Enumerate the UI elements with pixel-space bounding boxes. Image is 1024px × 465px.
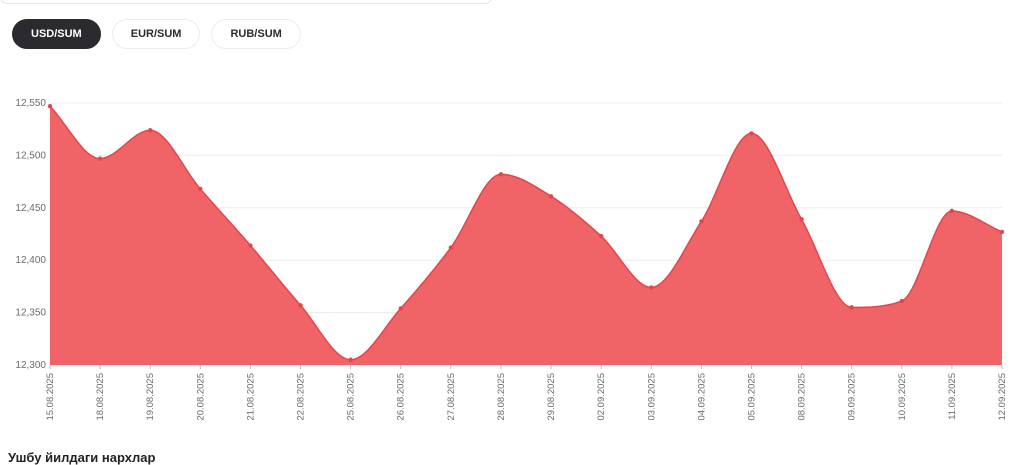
- x-tick-label: 10.09.2025: [897, 373, 908, 421]
- x-tick-label: 11.09.2025: [947, 373, 958, 420]
- x-axis-ticks: 15.08.2025 18.08.2025 19.08.2025 20.08.2025…: [45, 365, 1008, 421]
- x-tick-label: 12.09.2025: [997, 373, 1008, 421]
- data-point[interactable]: [47, 103, 53, 109]
- tab-eur-sum[interactable]: EUR/SUM: [111, 19, 201, 49]
- data-point[interactable]: [849, 305, 854, 310]
- x-tick-label: 22.08.2025: [296, 373, 307, 421]
- x-tick-label: 25.08.2025: [346, 373, 357, 421]
- x-tick-label: 21.08.2025: [245, 373, 256, 421]
- area-fill: [50, 106, 1002, 366]
- data-point[interactable]: [548, 194, 554, 199]
- x-tick-label: 19.08.2025: [145, 373, 156, 421]
- exchange-rate-chart: 12,300 12,350 12,400 12,450 12,500 12,550 15.…: [15, 98, 1008, 421]
- data-point[interactable]: [448, 245, 454, 250]
- data-point[interactable]: [999, 229, 1005, 235]
- data-point[interactable]: [749, 131, 754, 136]
- data-point[interactable]: [699, 219, 704, 224]
- data-point[interactable]: [799, 217, 804, 222]
- data-point[interactable]: [97, 156, 103, 161]
- x-tick-label: 03.09.2025: [646, 373, 657, 421]
- x-tick-label: 27.08.2025: [446, 373, 457, 421]
- data-point[interactable]: [248, 243, 253, 248]
- x-tick-label: 26.08.2025: [396, 373, 407, 421]
- data-points: [47, 103, 1005, 362]
- x-tick-label: 18.08.2025: [95, 373, 106, 421]
- data-point[interactable]: [649, 285, 654, 290]
- data-point[interactable]: [949, 208, 955, 214]
- y-axis-ticks: 12,300 12,350 12,400 12,450 12,500 12,550: [15, 98, 46, 371]
- x-tick-label: 29.08.2025: [546, 373, 557, 421]
- y-tick-label: 12,300: [15, 360, 46, 371]
- data-point[interactable]: [899, 298, 904, 304]
- data-point[interactable]: [498, 172, 504, 177]
- series-line: [49, 105, 1003, 361]
- data-point[interactable]: [198, 186, 203, 192]
- data-point[interactable]: [148, 128, 153, 133]
- x-tick-label: 05.09.2025: [746, 373, 757, 421]
- data-point[interactable]: [598, 233, 604, 239]
- data-point[interactable]: [298, 303, 303, 308]
- currency-tabs: USD/SUM EUR/SUM RUB/SUM: [12, 19, 301, 49]
- x-tick-label: 15.08.2025: [45, 373, 56, 421]
- y-tick-label: 12,550: [15, 98, 46, 109]
- y-tick-label: 12,400: [15, 255, 46, 266]
- x-tick-label: 04.09.2025: [696, 373, 707, 421]
- y-tick-label: 12,450: [15, 203, 46, 214]
- x-tick-label: 28.08.2025: [496, 373, 507, 421]
- data-point[interactable]: [398, 306, 403, 311]
- tab-usd-sum[interactable]: USD/SUM: [12, 19, 101, 49]
- y-tick-label: 12,500: [15, 150, 46, 161]
- x-tick-label: 08.09.2025: [797, 373, 808, 421]
- tab-rub-sum[interactable]: RUB/SUM: [211, 19, 301, 49]
- top-panel-edge: [0, 0, 492, 4]
- x-tick-label: 02.09.2025: [596, 373, 607, 421]
- x-tick-label: 20.08.2025: [195, 373, 206, 421]
- data-point[interactable]: [348, 357, 353, 362]
- x-tick-label: 09.09.2025: [847, 373, 858, 421]
- y-tick-label: 12,350: [15, 308, 46, 319]
